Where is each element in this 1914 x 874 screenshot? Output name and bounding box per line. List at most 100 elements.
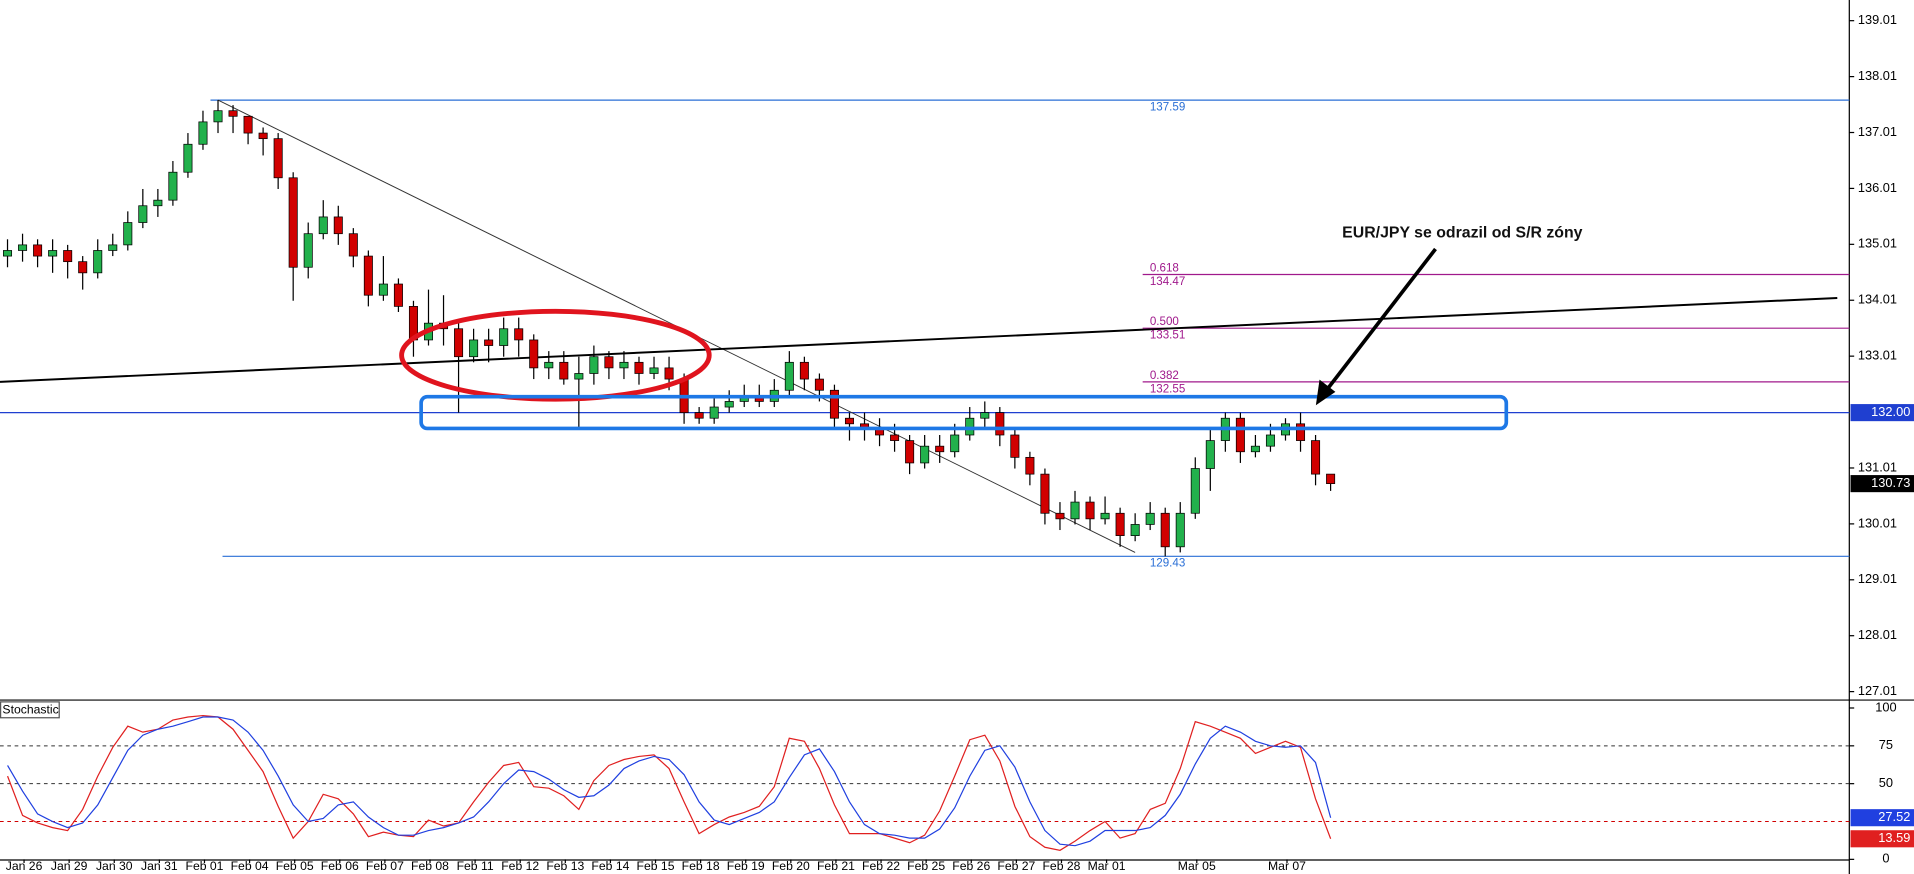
candle-body — [499, 328, 509, 346]
candle-body — [1250, 445, 1260, 453]
candle-body — [1010, 434, 1020, 458]
fib-price-label: 133.51 — [1150, 330, 1185, 342]
candle-body — [1115, 512, 1125, 536]
candle-body — [108, 244, 118, 251]
candle-body — [78, 261, 88, 274]
candle-body — [694, 412, 704, 419]
candle-body — [619, 361, 629, 369]
x-tick-label: Feb 22 — [862, 859, 900, 873]
x-tick-label: Feb 21 — [817, 859, 855, 873]
x-tick-label: Feb 15 — [637, 859, 675, 873]
stochastic-line — [6, 714, 1332, 851]
x-tick-label: Feb 26 — [952, 859, 990, 873]
candle-body — [168, 171, 178, 201]
candle-body — [995, 412, 1005, 436]
candle-body — [1326, 473, 1336, 484]
candle-body — [589, 356, 599, 374]
candle-body — [63, 250, 73, 263]
x-tick-label: Feb 01 — [185, 859, 223, 873]
candle-body — [799, 361, 809, 380]
x-tick-label: Jan 29 — [51, 859, 88, 873]
x-tick-label: Feb 14 — [591, 859, 629, 873]
last-value-label: 27.52 — [1878, 809, 1910, 824]
candle-body — [1070, 501, 1080, 520]
x-tick-label: Feb 13 — [546, 859, 584, 873]
y-tick-label: 134.01 — [1858, 292, 1897, 307]
x-tick-label: Feb 11 — [457, 859, 494, 873]
candle-body — [920, 445, 930, 464]
x-tick-label: Mar 05 — [1178, 859, 1216, 873]
y-tick-label: 0 — [1882, 851, 1889, 866]
x-tick-label: Feb 25 — [907, 859, 945, 873]
candle-body — [48, 250, 58, 257]
y-tick-label: 133.01 — [1858, 348, 1897, 363]
fib-ratio-label: 0.500 — [1150, 316, 1179, 328]
candle-body — [634, 361, 644, 374]
x-tick-label: Feb 19 — [727, 859, 765, 873]
candle-body — [1190, 468, 1200, 514]
candle-body — [1055, 512, 1065, 520]
candle-body — [258, 132, 268, 140]
candle-body — [1265, 434, 1275, 447]
candle-body — [1100, 512, 1110, 520]
level-label: 137.59 — [1150, 101, 1185, 113]
candle-body — [228, 110, 238, 117]
sr-zone-box — [419, 394, 1509, 431]
candle-body — [1040, 473, 1050, 514]
x-tick-label: Feb 27 — [997, 859, 1035, 873]
candle-body — [559, 361, 569, 380]
candle-body — [1235, 417, 1245, 453]
y-tick-label: 50 — [1879, 775, 1893, 790]
candle-body — [1160, 512, 1170, 548]
candle-body — [1205, 440, 1215, 469]
candle-body — [574, 373, 584, 380]
annotation-text: EUR/JPY se odrazil od S/R zóny — [1342, 224, 1582, 241]
y-tick-label: 129.01 — [1858, 571, 1897, 586]
arrow-head — [1315, 379, 1336, 406]
candle-body — [469, 339, 479, 358]
last-value-box — [1850, 830, 1914, 848]
candle-body — [1145, 512, 1155, 525]
candle-body — [93, 250, 103, 274]
candle-body — [484, 339, 494, 346]
candle-body — [905, 440, 915, 464]
candle-body — [950, 434, 960, 453]
candle-body — [784, 361, 794, 391]
level-price-box — [1850, 404, 1914, 422]
level-label: 129.43 — [1150, 558, 1185, 570]
highlight-ellipse — [399, 308, 712, 402]
candle-body — [318, 216, 328, 235]
x-tick-label: Feb 20 — [772, 859, 810, 873]
x-tick-label: Feb 28 — [1042, 859, 1080, 873]
candle-body — [604, 356, 614, 369]
candle-body — [709, 406, 719, 419]
candle-body — [138, 205, 148, 223]
x-tick-label: Feb 06 — [321, 859, 359, 873]
y-tick-label: 135.01 — [1858, 236, 1897, 251]
candle-body — [829, 389, 839, 419]
candle-body — [935, 445, 945, 453]
candle-body — [333, 216, 343, 235]
candle-body — [363, 255, 373, 296]
candle-body — [980, 412, 990, 419]
candle-body — [183, 143, 193, 173]
candle-body — [844, 417, 854, 425]
candle-body — [1175, 512, 1185, 548]
fib-price-label: 132.55 — [1150, 383, 1185, 395]
x-tick-label: Feb 07 — [366, 859, 404, 873]
last-value-label: 13.59 — [1878, 830, 1910, 845]
current-price-label: 130.73 — [1871, 475, 1910, 490]
candle-body — [243, 115, 253, 134]
candle-body — [454, 328, 464, 358]
candle-body — [965, 417, 975, 436]
level-price-label: 132.00 — [1871, 404, 1910, 419]
candle-body — [1311, 440, 1321, 475]
last-value-box — [1850, 809, 1914, 827]
candle-body — [1130, 524, 1140, 536]
candle-body — [814, 378, 824, 391]
y-tick-label: 138.01 — [1858, 68, 1897, 83]
x-tick-label: Mar 01 — [1088, 859, 1126, 873]
x-tick-label: Jan 26 — [6, 859, 43, 873]
x-tick-label: Jan 30 — [96, 859, 133, 873]
